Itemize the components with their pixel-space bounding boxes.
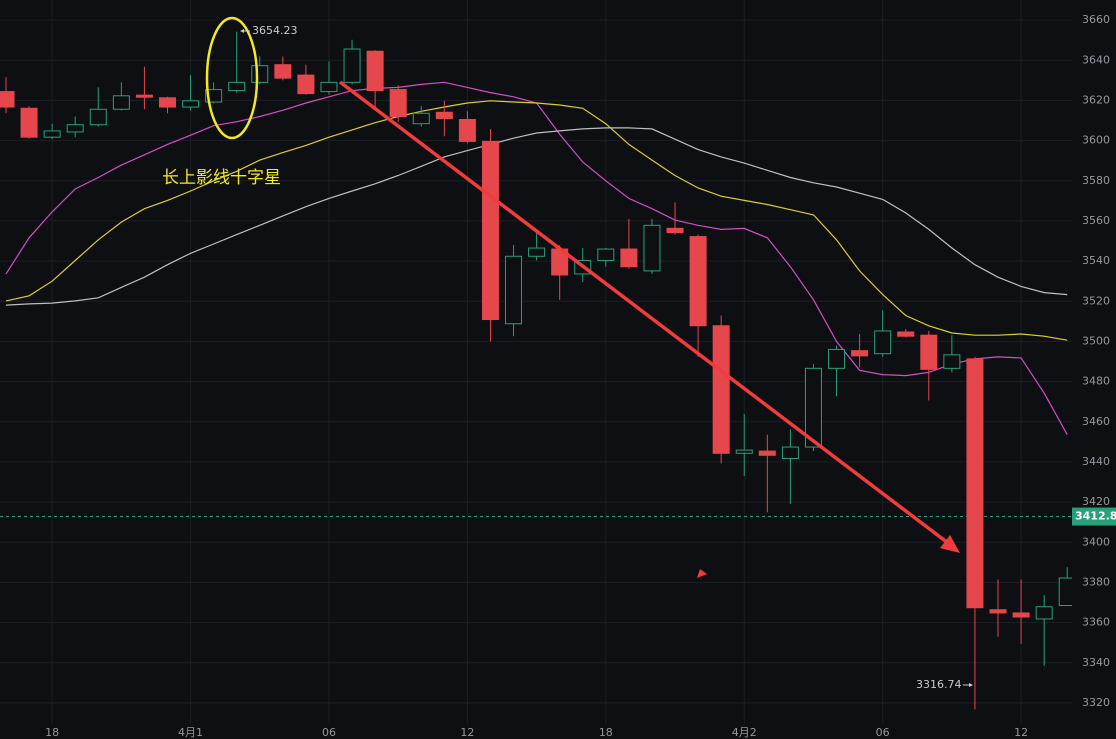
candle-body [528, 247, 546, 257]
candle-body [412, 112, 430, 125]
x-tick-label: 06 [876, 726, 890, 739]
candle-body [804, 367, 822, 448]
candle-body [828, 348, 846, 369]
x-tick-label: 4月2 [732, 726, 757, 739]
y-tick-label: 3480 [1082, 375, 1110, 388]
y-tick-label: 3340 [1082, 656, 1110, 669]
high-label: 3654.23 [252, 24, 298, 37]
candle-body [943, 354, 961, 369]
y-tick-label: 3380 [1082, 575, 1110, 588]
candle-body [89, 108, 107, 126]
y-tick-label: 3460 [1082, 415, 1110, 428]
candle-body [228, 81, 246, 92]
trend-arrowhead [940, 535, 960, 553]
candle-body [251, 65, 269, 83]
annotation: 长上影线十字星 [162, 168, 281, 188]
x-tick-label: 06 [322, 726, 336, 739]
candle-body [112, 95, 130, 110]
candle-body [297, 74, 315, 95]
candles [0, 31, 1076, 710]
candle-body [1035, 606, 1053, 620]
y-tick-label: 3520 [1082, 294, 1110, 307]
y-tick-label: 3400 [1082, 535, 1110, 548]
candle-body [1012, 612, 1030, 618]
candle-body [666, 227, 684, 234]
candle-body [597, 248, 615, 261]
moving-average-line [5, 100, 1068, 341]
candle-body [689, 236, 707, 327]
trend-arrow [338, 80, 950, 545]
x-tick-label: 4月1 [178, 726, 203, 739]
label-arrowhead [969, 683, 973, 687]
candle-body [758, 450, 776, 456]
y-tick-label: 3320 [1082, 696, 1110, 709]
candle-body [20, 107, 38, 138]
candle-body [182, 100, 200, 108]
y-tick-label: 3440 [1082, 455, 1110, 468]
candle-body [135, 94, 153, 98]
candle-body [389, 89, 407, 117]
y-tick-label: 3600 [1082, 134, 1110, 147]
candle-body [920, 334, 938, 370]
marker [697, 569, 707, 578]
y-tick-label: 3660 [1082, 13, 1110, 26]
candle-body [989, 609, 1007, 614]
x-tick-label: 12 [460, 726, 474, 739]
price-axis [1072, 0, 1116, 739]
candle-body [481, 140, 499, 321]
candle-body [966, 358, 984, 609]
candle-body [897, 331, 915, 337]
y-tick-label: 3640 [1082, 53, 1110, 66]
y-tick-label: 3540 [1082, 254, 1110, 267]
candle-body [735, 449, 753, 454]
candle-body [851, 350, 869, 357]
x-tick-label: 18 [599, 726, 613, 739]
x-tick-label: 12 [1014, 726, 1028, 739]
candle-body [274, 64, 292, 79]
current-price-label: 3412.8 [1075, 510, 1116, 523]
y-tick-label: 3360 [1082, 616, 1110, 629]
y-tick-label: 3500 [1082, 334, 1110, 347]
moving-averages [5, 81, 1068, 435]
candle-body [435, 111, 453, 119]
candle-body [505, 255, 523, 325]
candle-body [458, 118, 476, 142]
candle-body [158, 97, 176, 108]
candle-body [43, 130, 61, 138]
candle-body [66, 124, 84, 133]
candle-body [320, 81, 338, 93]
candle-body [343, 48, 361, 83]
candle-body [366, 50, 384, 92]
low-label: 3316.74 [916, 678, 962, 691]
candle-body [0, 91, 15, 108]
candle-body [781, 446, 799, 460]
time-axis [0, 724, 1116, 739]
axes: 3320 3340 3360 3380 3400 3420 3440 3460 3480 3500… [45, 13, 1116, 739]
candle-body [643, 224, 661, 272]
candle-body [620, 248, 638, 268]
y-tick-label: 3560 [1082, 214, 1110, 227]
y-tick-label: 3420 [1082, 495, 1110, 508]
highlight-ellipse [205, 16, 259, 140]
current-price-box [1072, 507, 1116, 526]
y-tick-label: 3580 [1082, 174, 1110, 187]
y-tick-label: 3620 [1082, 93, 1110, 106]
candle-body [712, 325, 730, 454]
moving-average-line [5, 127, 1068, 306]
label-arrowhead [240, 29, 244, 33]
candle-body [874, 330, 892, 355]
x-tick-label: 18 [45, 726, 59, 739]
grid [0, 0, 1072, 724]
